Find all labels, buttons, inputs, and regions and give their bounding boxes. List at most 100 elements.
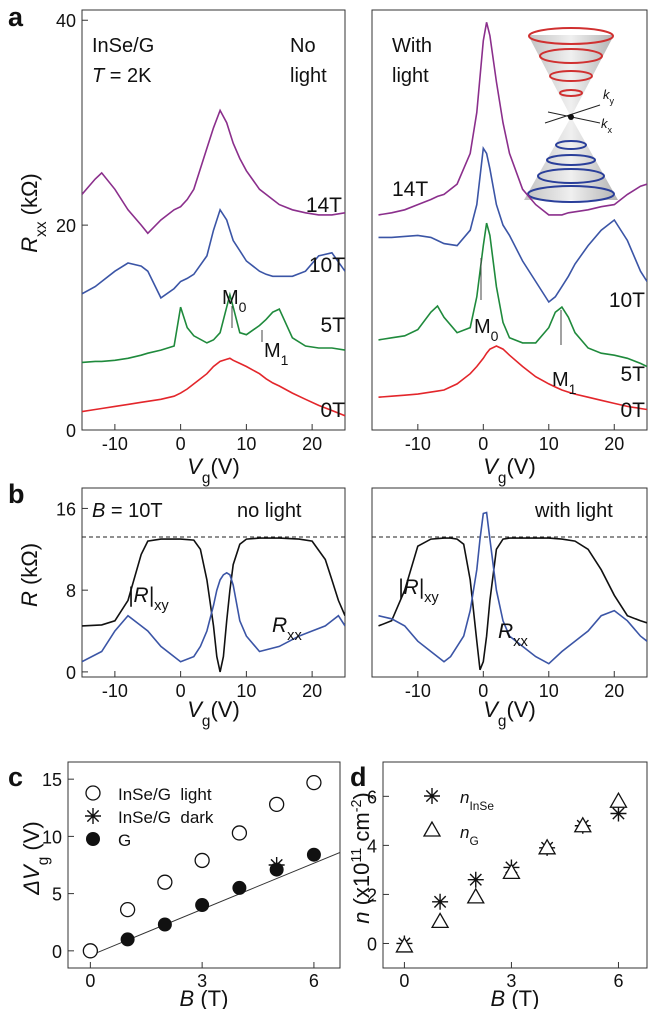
x-tick-label: 0 <box>176 434 186 454</box>
x-tick-label: 0 <box>85 971 95 991</box>
x-tick-label: 3 <box>506 971 516 991</box>
annotation-part: With <box>392 35 432 57</box>
marker <box>194 852 210 869</box>
data-line <box>82 207 345 300</box>
plot-frame <box>382 761 648 969</box>
annotation-part: No <box>290 35 316 57</box>
marker <box>537 838 557 855</box>
y-tick-label: 5 <box>52 885 62 905</box>
x-axis-label-part: (V) <box>210 454 239 479</box>
panel-label: c <box>8 762 23 792</box>
annotation: kx <box>601 116 613 135</box>
y-tick-label: 40 <box>56 11 76 31</box>
series-label: 10T <box>309 254 345 277</box>
marker <box>119 901 136 918</box>
annotation-part: InSe/G <box>92 35 154 57</box>
marker <box>610 805 627 822</box>
annotation-part: 0 <box>491 328 499 344</box>
annotation-part: B <box>92 500 105 522</box>
y-axis-label-part: ΔV <box>19 863 44 896</box>
y-axis-label-part: 11 <box>349 848 365 863</box>
y-tick-label: 16 <box>56 499 76 519</box>
annotation: InSe/G <box>92 35 154 57</box>
y-axis-label-part: xx <box>33 221 50 237</box>
marker <box>573 816 592 833</box>
marker <box>466 887 485 904</box>
y-axis-label-part: -2 <box>349 800 365 813</box>
y-tick-label: 0 <box>66 421 76 441</box>
series-label: Rxx <box>272 614 303 644</box>
series-label: 5T <box>620 363 645 386</box>
series-label-part: R <box>498 620 513 643</box>
x-axis-label: Vg(V) <box>483 697 536 730</box>
marker <box>82 943 99 959</box>
x-axis-label-part: V <box>187 454 204 479</box>
marker <box>306 847 321 862</box>
y-tick-label: 10 <box>42 827 62 847</box>
series-label-part: xy <box>154 598 169 614</box>
annotation-part: = 10T <box>105 500 162 522</box>
series-label: 14T <box>306 194 342 217</box>
series-label: 0T <box>620 399 645 422</box>
plot-frame <box>67 761 341 969</box>
y-tick-label: 8 <box>66 581 76 601</box>
panel-label: a <box>8 2 24 32</box>
marker <box>232 880 247 895</box>
legend-label-part: InSe <box>469 799 494 813</box>
marker <box>432 893 449 910</box>
marker <box>231 825 248 841</box>
marker <box>120 932 135 947</box>
y-tick-label: 0 <box>52 942 62 962</box>
legend-label: nG <box>460 823 479 848</box>
x-tick-label: 10 <box>236 681 256 701</box>
x-axis-label-part: (V) <box>210 697 239 722</box>
annotation: T = 2K <box>92 65 152 87</box>
x-tick-label: 20 <box>604 681 624 701</box>
y-axis-label-part: n <box>349 912 374 924</box>
x-axis-label-part: (T) <box>194 986 228 1009</box>
annotation-part: T <box>92 65 106 87</box>
data-line <box>378 537 647 671</box>
dirac-cone-inset <box>524 27 618 203</box>
annotation-part: y <box>610 96 615 106</box>
y-axis-label: n (x1011 cm-2) <box>349 792 374 924</box>
x-tick-label: 10 <box>236 434 256 454</box>
annotation-part: M <box>474 316 491 338</box>
series-label-part: xx <box>287 628 302 644</box>
annotation-part: = 2K <box>104 65 152 87</box>
annotation-part: with light <box>534 500 613 522</box>
annotation-part: M <box>222 287 239 309</box>
legend-label-part: n <box>460 788 469 807</box>
series-label-part: |R| <box>398 576 424 599</box>
data-line <box>378 511 647 665</box>
annotation-part: k <box>601 116 609 131</box>
plot-frame <box>81 487 346 678</box>
y-tick-label: 15 <box>42 770 62 790</box>
annotation-part: light <box>392 65 429 87</box>
series-label-part: |R| <box>128 584 154 607</box>
y-tick-label: 0 <box>66 663 76 683</box>
marker <box>609 791 628 808</box>
y-axis-label: R (kΩ) <box>17 543 42 607</box>
marker <box>157 874 173 890</box>
x-axis-label-part: g <box>498 713 507 730</box>
legend-label: InSe/G light <box>118 785 212 804</box>
x-axis-label: B (T) <box>491 986 540 1009</box>
x-tick-label: 3 <box>197 971 207 991</box>
x-axis-label-part: g <box>202 713 211 730</box>
annotation-part: light <box>290 65 327 87</box>
annotation-part: x <box>608 125 613 135</box>
annotation-part: M <box>264 340 281 362</box>
marker <box>502 863 521 880</box>
x-axis-label-part: g <box>498 470 507 487</box>
marker <box>430 912 450 929</box>
x-axis-label-part: (V) <box>506 454 535 479</box>
data-line <box>82 357 345 417</box>
x-tick-label: 0 <box>478 681 488 701</box>
annotation-part: 1 <box>281 352 289 368</box>
data-line <box>378 222 647 368</box>
y-axis-label-part: (V) <box>19 821 44 856</box>
series-label: Rxx <box>498 620 529 650</box>
x-tick-label: -10 <box>102 681 128 701</box>
